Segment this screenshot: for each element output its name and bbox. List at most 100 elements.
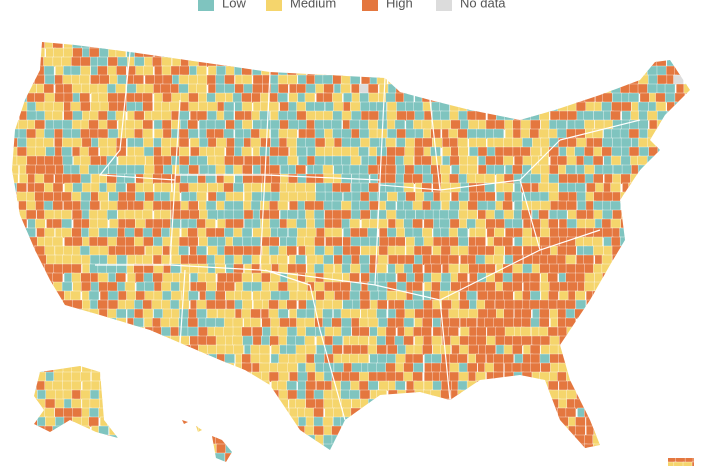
- county: [54, 461, 65, 466]
- county: [412, 227, 424, 239]
- county: [466, 317, 477, 329]
- county: [207, 101, 219, 113]
- county: [619, 443, 630, 455]
- county: [692, 452, 694, 464]
- county: [459, 344, 470, 356]
- county: [610, 110, 621, 122]
- county: [269, 398, 280, 410]
- county: [675, 209, 687, 221]
- county: [214, 452, 226, 464]
- county: [450, 74, 461, 86]
- county: [170, 389, 181, 401]
- county: [179, 308, 190, 320]
- county: [71, 128, 82, 140]
- county: [646, 272, 658, 284]
- county: [421, 155, 432, 167]
- county: [270, 425, 281, 437]
- county: [79, 74, 90, 86]
- county: [17, 101, 28, 113]
- county: [684, 119, 694, 131]
- county: [565, 254, 577, 266]
- county: [251, 281, 262, 293]
- county: [413, 362, 424, 374]
- county: [378, 317, 389, 329]
- county: [206, 42, 218, 50]
- county: [548, 290, 559, 302]
- county: [656, 416, 668, 428]
- county: [603, 398, 614, 410]
- county: [584, 272, 595, 284]
- county: [675, 227, 686, 239]
- county: [504, 326, 516, 338]
- county: [17, 299, 29, 311]
- county: [333, 443, 344, 455]
- county: [297, 30, 307, 40]
- county: [207, 407, 219, 419]
- county: [658, 263, 669, 275]
- county: [628, 182, 639, 194]
- county: [12, 353, 20, 365]
- county: [683, 173, 694, 185]
- county: [683, 344, 694, 356]
- county: [0, 363, 10, 373]
- county: [602, 416, 613, 428]
- county: [331, 236, 343, 248]
- county: [619, 461, 630, 466]
- county: [63, 92, 75, 104]
- county: [665, 218, 677, 230]
- county: [162, 290, 173, 302]
- county: [304, 236, 315, 248]
- county: [610, 83, 622, 95]
- county: [511, 452, 523, 464]
- county: [522, 227, 533, 239]
- county: [144, 290, 155, 302]
- county: [88, 353, 100, 365]
- county: [117, 42, 128, 50]
- county: [143, 137, 154, 149]
- county: [152, 425, 164, 437]
- county: [71, 137, 83, 149]
- county: [54, 92, 65, 104]
- county: [89, 389, 101, 401]
- county: [16, 272, 28, 284]
- county: [225, 389, 236, 401]
- county: [478, 42, 489, 50]
- county: [71, 344, 82, 356]
- county: [439, 461, 451, 466]
- county: [448, 407, 459, 419]
- county: [268, 299, 279, 311]
- county: [646, 434, 657, 446]
- county: [422, 47, 433, 59]
- county: [296, 101, 307, 113]
- county: [0, 291, 9, 301]
- county: [279, 101, 290, 113]
- county: [522, 263, 533, 275]
- county: [260, 263, 272, 275]
- county: [457, 128, 469, 140]
- county: [98, 344, 109, 356]
- county: [52, 425, 63, 437]
- county: [117, 362, 129, 374]
- county: [675, 281, 686, 293]
- county: [610, 42, 622, 50]
- county: [585, 42, 596, 50]
- county: [657, 299, 668, 311]
- county: [647, 191, 658, 203]
- county: [12, 254, 19, 266]
- county: [631, 380, 642, 392]
- county: [512, 83, 524, 95]
- county: [630, 362, 642, 374]
- county: [684, 335, 694, 347]
- county: [431, 434, 443, 446]
- county: [414, 308, 425, 320]
- county: [475, 74, 486, 86]
- county: [667, 209, 678, 221]
- county: [323, 362, 334, 374]
- county: [80, 191, 92, 203]
- county: [199, 42, 210, 50]
- county: [26, 110, 38, 122]
- county: [576, 137, 587, 149]
- county: [35, 272, 47, 284]
- county: [621, 398, 632, 410]
- county: [504, 461, 516, 466]
